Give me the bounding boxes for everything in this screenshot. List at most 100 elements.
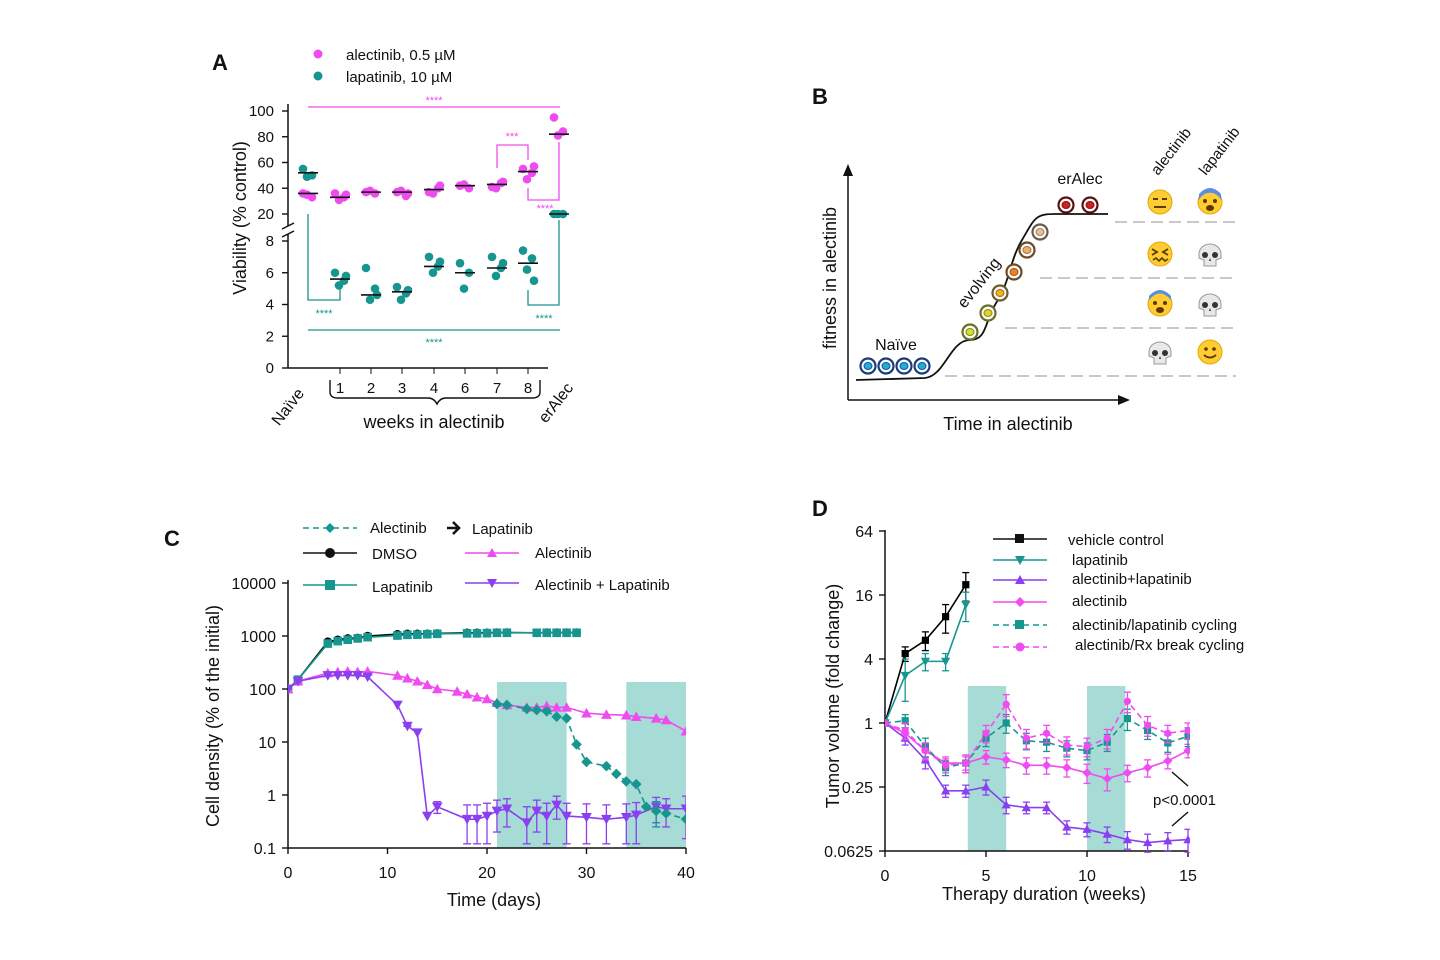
axis-b-xlabel: Time in alectinib	[943, 414, 1072, 434]
data-point	[341, 271, 351, 281]
data-point	[1021, 803, 1031, 812]
x-tick-label: 15	[1179, 868, 1197, 885]
axis-a-xlabel: weeks in alectinib	[362, 412, 504, 432]
y-tick-label: 8	[266, 233, 274, 250]
data-point	[551, 800, 562, 811]
legend-c-item: Alectinib + Lapatinib	[535, 577, 670, 594]
panel-d: D 0.0625 0.25 1 4 16 64 0 5 10 15 Therapy duratio…	[812, 496, 1244, 904]
data-point	[392, 700, 403, 711]
y-tick-label: 100	[249, 682, 276, 699]
data-point	[541, 700, 552, 711]
data-point	[1042, 760, 1052, 770]
data-point	[352, 671, 363, 681]
data-point	[901, 649, 909, 658]
x-tick-label: 10	[379, 865, 397, 882]
axis-d-xlabel: Therapy duration (weeks)	[942, 884, 1146, 904]
data-point	[292, 676, 304, 687]
axis-c-xlabel: Time (days)	[447, 890, 541, 910]
data-point	[1022, 734, 1030, 742]
data-point	[1043, 729, 1051, 737]
data-point	[1143, 763, 1153, 773]
sig-bracket-a	[527, 220, 560, 306]
cell-nucleus	[881, 362, 891, 370]
data-point	[561, 811, 572, 822]
x-tick-label: 40	[677, 865, 695, 882]
axis-b-y-arrow	[843, 164, 853, 176]
data-point	[901, 726, 909, 735]
x-tick-label: 6	[461, 380, 469, 397]
data-point	[521, 818, 533, 829]
x-tick-label: 0	[284, 865, 293, 882]
data-point	[541, 705, 552, 717]
pvalue-bracket	[1171, 771, 1189, 827]
panel-c: C 0.1 1 10 100 1000 10000 0 10 20 30 40 Time (days…	[164, 520, 695, 910]
data-point	[1122, 835, 1132, 844]
y-tick-label: 80	[257, 129, 274, 146]
anxious-face-emoji	[1197, 188, 1223, 215]
data-point	[432, 629, 442, 639]
data-point	[501, 804, 513, 815]
data-point	[403, 285, 413, 295]
legend-c-item: Alectinib	[535, 545, 592, 562]
data-point	[491, 271, 501, 281]
data-point	[611, 768, 622, 780]
data-point	[471, 691, 483, 702]
panel-b: B Time in alectinib fitness in alectinib…	[812, 84, 1244, 434]
data-point	[561, 702, 572, 712]
data-point	[581, 707, 592, 718]
x-tick-label: erAlec	[536, 380, 577, 426]
y-tick-label: 64	[855, 524, 873, 541]
data-point	[472, 629, 482, 638]
panel-b-label: B	[812, 84, 828, 109]
data-point	[680, 813, 686, 825]
data-point	[529, 276, 539, 285]
data-point	[521, 703, 533, 715]
x-tick-label: 2	[367, 380, 375, 397]
y-tick-label: 4	[266, 297, 274, 314]
series-line	[885, 722, 1189, 844]
cell-nucleus	[899, 362, 909, 370]
data-point	[527, 254, 537, 263]
data-point	[551, 711, 562, 723]
data-point	[601, 760, 612, 772]
data-point	[431, 802, 443, 813]
y-tick-label: 0.25	[842, 780, 873, 797]
data-point	[680, 804, 686, 815]
data-point	[921, 746, 930, 755]
data-point	[455, 258, 465, 268]
data-point	[551, 702, 562, 712]
y-tick-label: 4	[864, 652, 873, 669]
cell-nucleus	[983, 309, 993, 317]
data-point	[330, 189, 340, 198]
cell-nucleus	[863, 362, 873, 370]
data-point	[1001, 755, 1011, 765]
data-point	[522, 265, 532, 274]
legend-a-marker-lapatinib	[313, 71, 323, 81]
data-point	[402, 672, 413, 683]
data-point	[392, 282, 402, 292]
x-tick-label: 1	[336, 380, 344, 397]
legend-d-item: lapatinib	[1072, 552, 1128, 569]
data-point	[333, 636, 343, 646]
data-point	[601, 814, 612, 825]
cell-nucleus	[1035, 228, 1045, 236]
legend-a-alectinib: alectinib, 0.5 µM	[346, 47, 456, 64]
data-point	[491, 698, 503, 710]
legend-d-item: vehicle control	[1068, 532, 1164, 549]
data-point	[1184, 732, 1190, 740]
data-point	[941, 786, 951, 795]
data-point	[562, 628, 571, 638]
skull-emoji	[1198, 243, 1222, 267]
cell-nucleus	[995, 289, 1005, 297]
data-point	[885, 719, 889, 727]
legend-d-item: alectinib/Rx break cycling	[1075, 637, 1244, 654]
confounded-face-emoji	[1147, 241, 1173, 267]
data-point	[900, 671, 910, 681]
legend-a-lapatinib: lapatinib, 10 µM	[346, 69, 452, 86]
neutral-face-emoji	[1147, 189, 1173, 215]
y-tick-label: 0.1	[254, 841, 276, 858]
data-point	[491, 806, 503, 817]
treatment-window	[967, 686, 1007, 851]
data-point	[640, 801, 652, 813]
data-point	[459, 284, 469, 293]
